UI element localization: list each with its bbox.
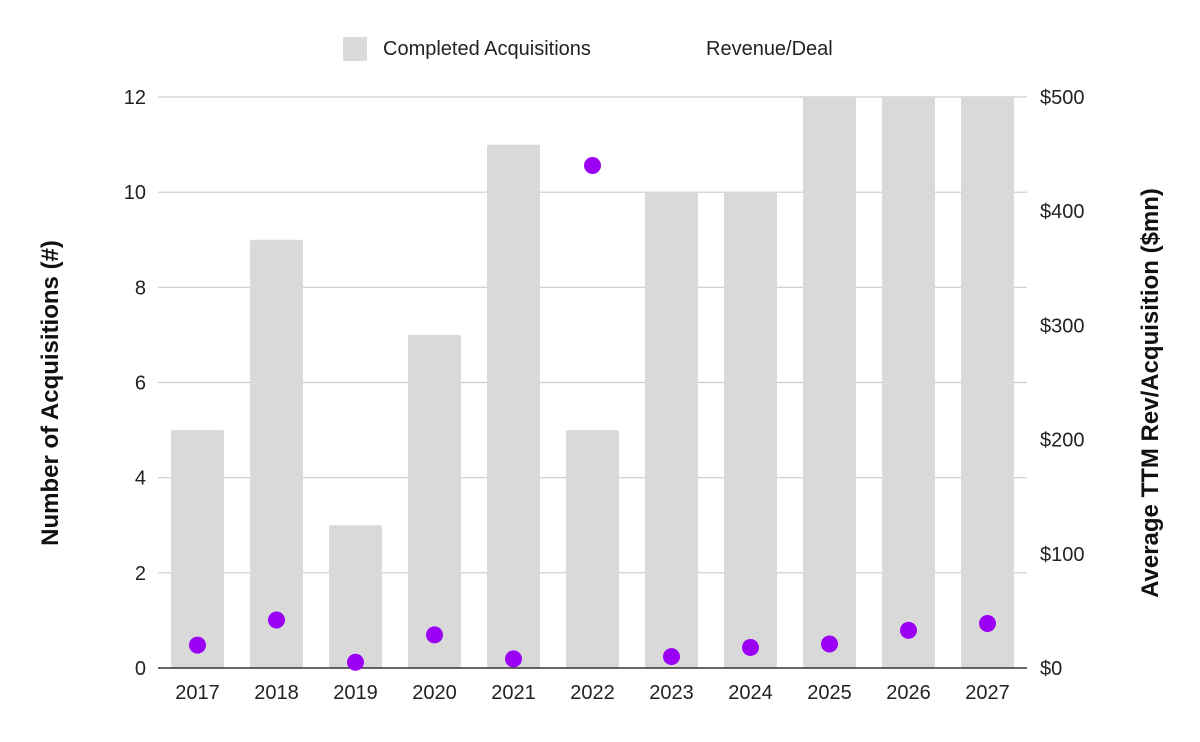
y-axis-right-title: Average TTM Rev/Acquisition ($mn) xyxy=(1137,188,1164,598)
data-point xyxy=(505,650,522,668)
x-tick-label: 2017 xyxy=(175,682,220,704)
y-right-tick-label: $0 xyxy=(1040,658,1062,680)
data-point xyxy=(426,626,443,644)
data-point xyxy=(663,648,680,666)
y-left-tick-label: 2 xyxy=(135,563,146,585)
y-left-tick-label: 8 xyxy=(135,277,146,299)
x-tick-label: 2025 xyxy=(807,682,852,704)
x-tick-label: 2021 xyxy=(491,682,536,704)
bar xyxy=(882,97,935,668)
bar xyxy=(803,97,856,668)
x-tick-label: 2018 xyxy=(254,682,299,704)
bar xyxy=(487,144,540,669)
y-left-tick-label: 10 xyxy=(124,182,146,204)
y-axis-right-ticks: $0 $100 $200 $300 $400 $500 xyxy=(1040,87,1085,680)
bar xyxy=(566,430,619,668)
legend-swatch-bars xyxy=(343,37,367,61)
bar xyxy=(961,97,1014,668)
bar-series xyxy=(171,97,1014,669)
data-point xyxy=(347,653,364,671)
bar xyxy=(171,430,224,668)
data-point xyxy=(189,636,206,654)
x-tick-label: 2022 xyxy=(570,682,615,704)
y-axis-left-ticks: 0 2 4 6 8 10 12 xyxy=(124,87,146,680)
x-tick-label: 2019 xyxy=(333,682,378,704)
bar xyxy=(329,525,382,668)
data-point xyxy=(742,638,759,656)
y-right-tick-label: $400 xyxy=(1040,201,1085,223)
data-point xyxy=(821,635,838,653)
y-right-tick-label: $200 xyxy=(1040,430,1085,452)
x-tick-label: 2020 xyxy=(412,682,457,704)
x-tick-label: 2027 xyxy=(965,682,1010,704)
data-point xyxy=(268,611,285,629)
legend: Completed Acquisitions Revenue/Deal xyxy=(343,37,833,61)
y-axis-left-title: Number of Acquisitions (#) xyxy=(37,240,64,546)
x-tick-label: 2026 xyxy=(886,682,931,704)
bar xyxy=(645,192,698,668)
y-right-tick-label: $100 xyxy=(1040,544,1085,566)
bar xyxy=(250,239,303,668)
bar xyxy=(724,192,777,668)
bar xyxy=(408,334,461,668)
y-left-tick-label: 0 xyxy=(135,658,146,680)
y-right-tick-label: $300 xyxy=(1040,315,1085,337)
data-point xyxy=(584,157,601,175)
y-right-tick-label: $500 xyxy=(1040,87,1085,109)
x-tick-label: 2024 xyxy=(728,682,773,704)
y-left-tick-label: 4 xyxy=(135,468,146,490)
data-point xyxy=(979,614,996,632)
legend-label-bars: Completed Acquisitions xyxy=(383,38,591,60)
y-left-tick-label: 6 xyxy=(135,373,146,395)
legend-label-points: Revenue/Deal xyxy=(706,38,833,60)
x-axis-ticks: 2017 2018 2019 2020 2021 2022 2023 2024 2025 2026… xyxy=(175,682,1010,704)
point-series xyxy=(189,157,996,671)
data-point xyxy=(900,621,917,639)
x-tick-label: 2023 xyxy=(649,682,694,704)
y-left-tick-label: 12 xyxy=(124,87,146,109)
